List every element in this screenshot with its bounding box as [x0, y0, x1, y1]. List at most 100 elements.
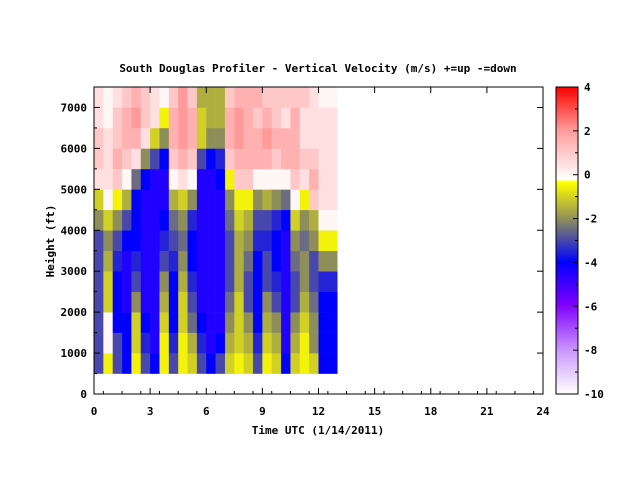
heatmap-cell — [215, 107, 226, 129]
heatmap-cell — [243, 107, 254, 129]
heatmap-cell — [327, 148, 338, 170]
heatmap-cell — [159, 312, 170, 333]
heatmap-cell — [224, 271, 235, 292]
heatmap-cell — [243, 189, 254, 211]
heatmap-cell — [327, 127, 338, 149]
heatmap-cell — [262, 107, 273, 129]
heatmap-cell — [281, 312, 291, 333]
heatmap-cell — [159, 87, 170, 108]
heatmap-cell — [131, 127, 142, 149]
heatmap-cell — [206, 312, 216, 333]
x-tick-label: 9 — [259, 405, 266, 418]
heatmap-cell — [159, 209, 170, 231]
heatmap-cell — [150, 332, 160, 354]
heatmap-cell — [196, 353, 207, 374]
heatmap-cell — [196, 209, 207, 231]
heatmap-cell — [253, 148, 263, 170]
heatmap-cell — [178, 332, 188, 354]
heatmap-cell — [224, 312, 235, 333]
heatmap-cell — [122, 332, 132, 354]
heatmap-cell — [309, 168, 319, 190]
heatmap-cell — [327, 291, 338, 313]
heatmap-cell — [196, 312, 207, 333]
heatmap-cell — [168, 353, 179, 374]
heatmap-cell — [103, 189, 114, 211]
heatmap-cell — [122, 87, 132, 108]
heatmap-cell — [131, 250, 142, 272]
heatmap-cell — [103, 168, 114, 190]
heatmap-cell — [122, 168, 132, 190]
heatmap-cell — [271, 332, 282, 354]
heatmap-cell — [206, 271, 216, 292]
heatmap-cell — [271, 127, 282, 149]
heatmap-cell — [224, 353, 235, 374]
heatmap-cell — [159, 250, 170, 272]
heatmap-cell — [318, 127, 329, 149]
heatmap-cell — [94, 332, 104, 354]
heatmap-cell — [94, 168, 104, 190]
heatmap-cell — [94, 291, 104, 313]
x-tick-label: 21 — [480, 405, 494, 418]
heatmap-cell — [168, 230, 179, 252]
heatmap-cell — [299, 87, 310, 108]
heatmap-cell — [243, 87, 254, 108]
y-tick-label: 4000 — [61, 224, 88, 237]
heatmap-cell — [178, 250, 188, 272]
x-tick-label: 6 — [203, 405, 210, 418]
heatmap-cell — [187, 332, 198, 354]
heatmap-cell — [112, 107, 123, 129]
heatmap-cell — [327, 250, 338, 272]
heatmap-cell — [215, 312, 226, 333]
heatmap-cell — [94, 230, 104, 252]
heatmap-cell — [253, 250, 263, 272]
x-tick-label: 18 — [424, 405, 437, 418]
heatmap-cell — [168, 168, 179, 190]
heatmap-cell — [103, 312, 114, 333]
heatmap-cell — [196, 291, 207, 313]
heatmap-cell — [131, 353, 142, 374]
heatmap-cell — [168, 209, 179, 231]
heatmap-cell — [327, 209, 338, 231]
heatmap-cell — [168, 312, 179, 333]
heatmap-cell — [206, 332, 216, 354]
heatmap-cell — [159, 230, 170, 252]
heatmap-cell — [234, 189, 244, 211]
heatmap-cell — [131, 87, 142, 108]
heatmap-cell — [299, 148, 310, 170]
heatmap-cell — [131, 230, 142, 252]
heatmap-cell — [122, 312, 132, 333]
heatmap-cell — [281, 291, 291, 313]
heatmap-cell — [112, 312, 123, 333]
heatmap-cell — [309, 291, 319, 313]
heatmap-cell — [262, 127, 273, 149]
heatmap-cell — [187, 209, 198, 231]
heatmap-cell — [196, 87, 207, 108]
heatmap-cell — [122, 209, 132, 231]
y-tick-label: 3000 — [61, 265, 88, 278]
heatmap-cell — [122, 230, 132, 252]
heatmap-cell — [299, 312, 310, 333]
chart-title: South Douglas Profiler - Vertical Veloci… — [119, 62, 516, 75]
heatmap-cell — [299, 209, 310, 231]
heatmap-cell — [140, 250, 151, 272]
heatmap-cell — [94, 87, 104, 108]
heatmap-cell — [159, 291, 170, 313]
heatmap-cell — [309, 271, 319, 292]
heatmap-cell — [168, 332, 179, 354]
heatmap-cell — [290, 230, 301, 252]
heatmap-cell — [243, 271, 254, 292]
heatmap-cell — [168, 127, 179, 149]
heatmap-cell — [131, 209, 142, 231]
heatmap-cell — [206, 168, 216, 190]
heatmap-cell — [168, 189, 179, 211]
heatmap-cell — [168, 107, 179, 129]
heatmap-cell — [327, 107, 338, 129]
heatmap-cell — [103, 107, 114, 129]
colorbar-tick-label: -6 — [584, 300, 598, 313]
heatmap-cell — [150, 353, 160, 374]
heatmap-cell — [327, 189, 338, 211]
heatmap-cell — [103, 353, 114, 374]
heatmap-cell — [290, 271, 301, 292]
heatmap-cell — [318, 332, 329, 354]
heatmap-cell — [159, 332, 170, 354]
